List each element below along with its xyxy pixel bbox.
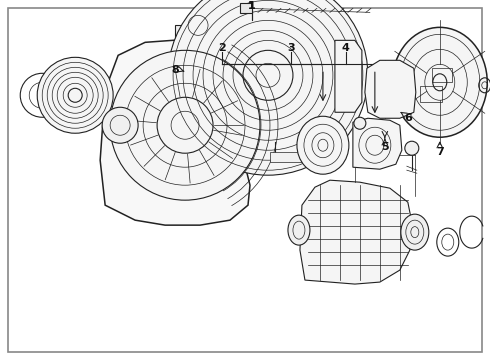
- Circle shape: [354, 117, 366, 129]
- Text: 4: 4: [342, 43, 350, 53]
- Polygon shape: [198, 8, 338, 142]
- Circle shape: [102, 107, 138, 143]
- Polygon shape: [365, 60, 416, 118]
- Circle shape: [405, 141, 419, 155]
- Circle shape: [168, 0, 368, 175]
- Text: 8: 8: [171, 65, 179, 75]
- Ellipse shape: [392, 27, 487, 137]
- Polygon shape: [100, 38, 268, 225]
- Bar: [432, 68, 452, 82]
- Polygon shape: [300, 180, 412, 284]
- Bar: [420, 86, 442, 102]
- Text: 6: 6: [404, 113, 412, 123]
- Ellipse shape: [297, 116, 349, 174]
- Ellipse shape: [288, 215, 310, 245]
- Polygon shape: [270, 152, 308, 162]
- Text: 1: 1: [248, 1, 256, 12]
- Ellipse shape: [401, 214, 429, 250]
- Circle shape: [110, 50, 260, 200]
- Polygon shape: [240, 3, 252, 13]
- Text: 5: 5: [381, 142, 389, 152]
- Polygon shape: [335, 40, 362, 112]
- Polygon shape: [175, 25, 220, 45]
- Text: 7: 7: [436, 147, 443, 157]
- Text: 3: 3: [287, 43, 295, 53]
- Text: 2: 2: [218, 43, 226, 53]
- Text: 1: 1: [248, 1, 256, 12]
- Polygon shape: [353, 118, 402, 169]
- Circle shape: [37, 57, 113, 133]
